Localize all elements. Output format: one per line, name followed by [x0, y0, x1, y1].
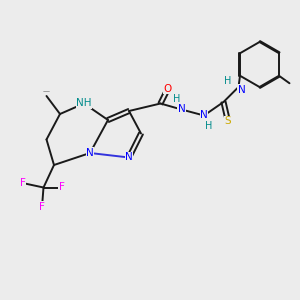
Text: NH: NH [76, 98, 92, 109]
Text: H: H [205, 121, 212, 131]
Text: N: N [178, 104, 185, 115]
Text: O: O [164, 83, 172, 94]
Text: N: N [200, 110, 208, 121]
Text: H: H [173, 94, 181, 104]
Text: S: S [225, 116, 231, 127]
Text: N: N [125, 152, 133, 163]
Text: F: F [58, 182, 64, 193]
Text: N: N [238, 85, 245, 95]
Text: F: F [39, 202, 45, 212]
Text: —: — [43, 88, 50, 94]
Text: F: F [20, 178, 26, 188]
Text: N: N [86, 148, 94, 158]
Text: H: H [224, 76, 232, 86]
